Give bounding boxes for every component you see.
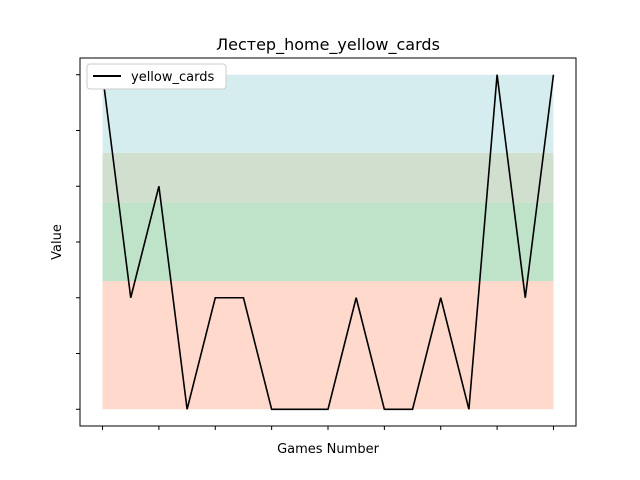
chart-title: Лестер_home_yellow_cards — [216, 35, 440, 55]
background-band-1 — [102, 281, 554, 410]
background-band-2 — [102, 202, 554, 282]
x-axis-ticks — [102, 426, 554, 430]
legend-label-yellow-cards: yellow_cards — [131, 70, 214, 85]
y-axis-ticks — [76, 74, 80, 410]
background-bands — [102, 74, 554, 410]
background-band-3 — [102, 152, 554, 203]
y-axis-label: Value — [50, 224, 65, 260]
x-axis-label: Games Number — [277, 442, 379, 457]
legend-box — [86, 63, 227, 90]
series-line-yellow-cards — [101, 74, 555, 411]
legend: yellow_cards — [86, 63, 227, 90]
